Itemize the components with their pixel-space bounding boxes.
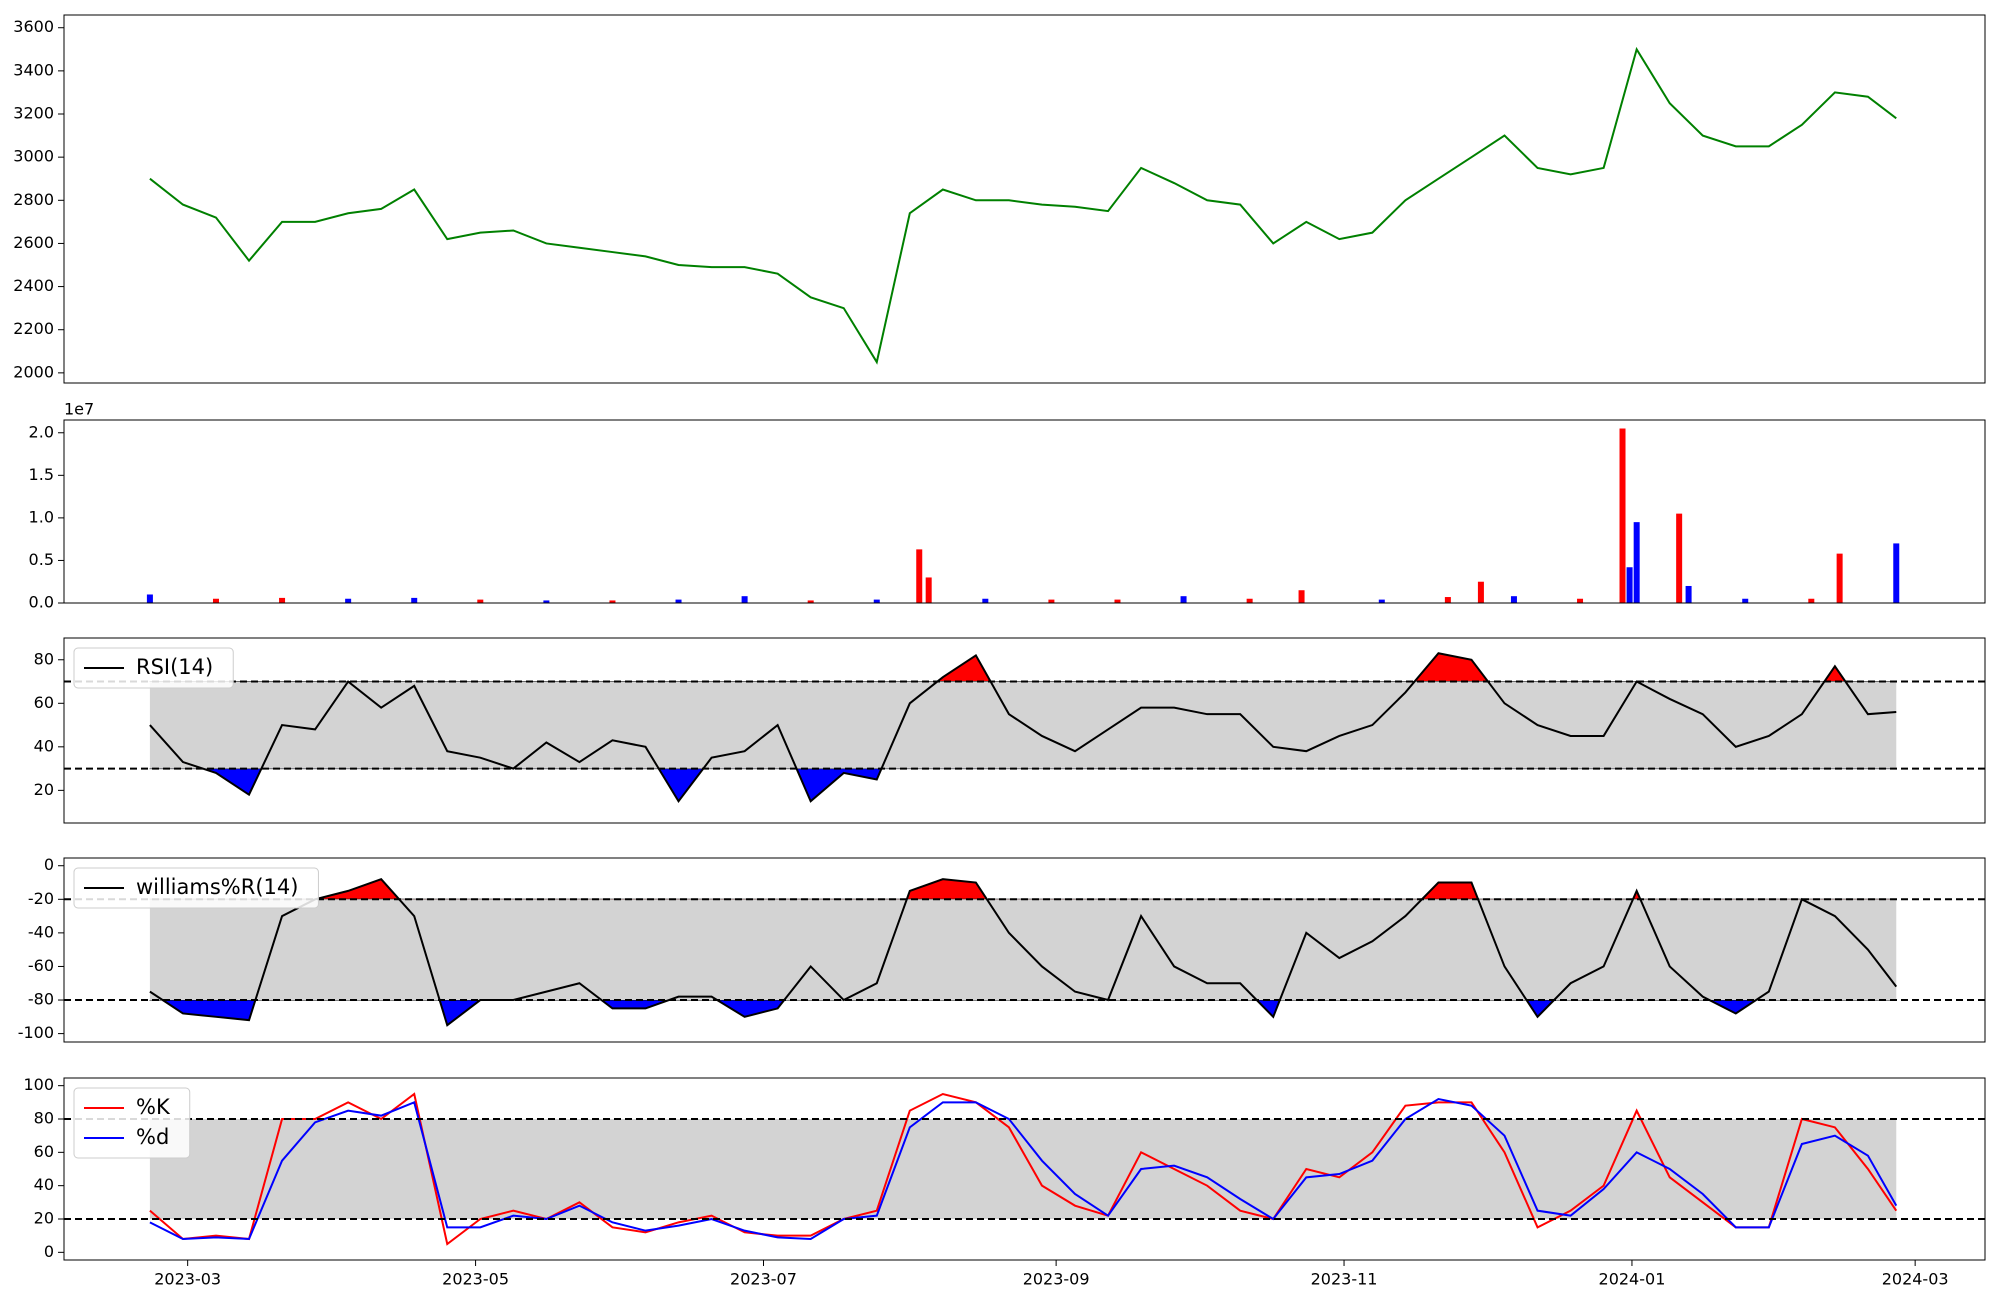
y-tick-label: 0: [44, 1242, 54, 1261]
volume-bar: [146, 594, 153, 603]
panel: 2000 2200 2400 2600 2800 3000 3200 3400 3600: [13, 14, 1986, 384]
y-tick-label: 3000: [13, 147, 54, 166]
volume-bar: [477, 599, 484, 603]
volume-bar: [1298, 590, 1305, 603]
y-tick-label: 80: [34, 1109, 54, 1128]
x-tick-label: 2023-03: [154, 1270, 221, 1289]
legend-label: %K: [136, 1095, 171, 1119]
volume-bar: [1685, 585, 1692, 603]
volume-bar: [1444, 597, 1451, 603]
panel: 0 20 40 60 80 100 2023-03 2023-05 2023-07 2023-09…: [23, 1075, 1986, 1289]
volume-bar: [1378, 599, 1385, 603]
x-tick-label: 2023-11: [1311, 1270, 1378, 1289]
volume-bar: [807, 600, 814, 603]
series-line: [149, 877, 1898, 1027]
axes-frame: [63, 637, 1986, 824]
axes-frame: [63, 857, 1986, 1043]
legend-label: RSI(14): [136, 655, 213, 679]
y-tick-label: 0.0: [29, 593, 54, 612]
volume-bar: [609, 600, 616, 603]
y-tick-label: 2200: [13, 319, 54, 338]
volume-bar: [1477, 581, 1484, 603]
volume-bar: [1246, 598, 1253, 603]
y-tick-label: 2000: [13, 362, 54, 381]
y-tick-label: 80: [34, 649, 54, 668]
volume-bar: [1626, 567, 1633, 603]
x-tick-label: 2023-07: [730, 1270, 797, 1289]
y-tick-label: 3200: [13, 104, 54, 123]
y-tick-label: 20: [34, 1209, 54, 1228]
axes-frame: [63, 419, 1986, 604]
y-tick-label: 2400: [13, 276, 54, 295]
volume-bar: [212, 598, 219, 603]
volume-bar: [1114, 599, 1121, 603]
overbought-fill: [149, 652, 1897, 682]
x-tick-label: 2023-05: [442, 1270, 509, 1289]
volume-bar: [1836, 553, 1843, 603]
x-tick-label: 2024-01: [1599, 1270, 1666, 1289]
y-tick-label: -20: [28, 889, 54, 908]
y-tick-label: 40: [34, 736, 54, 755]
legend-box: [73, 1087, 191, 1159]
y-tick-label: 1.5: [29, 465, 54, 484]
panel: 0.0 0.5 1.0 1.5 2.0 1e7: [29, 400, 1986, 612]
y-tick-label: 0: [44, 855, 54, 874]
volume-bar: [1808, 598, 1815, 603]
neutral-band: [149, 681, 1897, 769]
y-tick-label: -60: [28, 956, 54, 975]
volume-bar: [543, 600, 550, 603]
panel: -100 -80 -60 -40 -20 0 williams%R(14): [18, 855, 1986, 1043]
volume-bar: [1893, 543, 1900, 603]
y-tick-label: 3400: [13, 60, 54, 79]
axes-frame: [63, 14, 1986, 384]
y-tick-label: 2.0: [29, 422, 54, 441]
volume-bar: [925, 577, 932, 603]
volume-bar: [1510, 596, 1517, 603]
series-line: [149, 652, 1897, 804]
y-tick-label: 3600: [13, 17, 54, 36]
volume-bar: [1619, 428, 1626, 603]
volume-bar: [1048, 599, 1055, 603]
volume-bar: [279, 597, 286, 603]
y-tick-label: -80: [28, 990, 54, 1009]
legend-box: [73, 867, 319, 909]
volume-bar: [1633, 522, 1640, 603]
series-line: [149, 46, 1897, 365]
x-tick-label: 2023-09: [1023, 1270, 1090, 1289]
legend-label: williams%R(14): [136, 875, 298, 899]
volume-bar: [741, 596, 748, 603]
neutral-band: [149, 899, 1897, 1001]
y-tick-label: 1.0: [29, 507, 54, 526]
series-line: [149, 1097, 1898, 1241]
volume-bar: [873, 599, 880, 603]
neutral-band: [149, 1119, 1897, 1219]
volume-bar: [345, 598, 352, 603]
volume-bar: [916, 549, 923, 603]
y-tick-label: 60: [34, 1142, 54, 1161]
volume-bar: [982, 598, 989, 603]
y-tick-label: 2800: [13, 190, 54, 209]
y-tick-label: 60: [34, 693, 54, 712]
y-tick-label: 2600: [13, 233, 54, 252]
volume-bar: [1742, 598, 1749, 603]
x-tick-label: 2024-03: [1882, 1270, 1949, 1289]
y-tick-label: 100: [23, 1075, 54, 1094]
axis-offset-label: 1e7: [64, 400, 94, 419]
axes-frame: [63, 1077, 1986, 1261]
y-tick-label: 40: [34, 1175, 54, 1194]
y-tick-label: -100: [18, 1023, 54, 1042]
volume-bar: [1180, 596, 1187, 603]
volume-bar: [411, 597, 418, 603]
volume-bar: [675, 599, 682, 603]
volume-bar: [1577, 598, 1584, 603]
volume-bar: [1676, 513, 1683, 603]
legend-label: %d: [136, 1125, 169, 1149]
overbought-fill: [149, 878, 1897, 900]
y-tick-label: 20: [34, 780, 54, 799]
y-tick-label: -40: [28, 922, 54, 941]
y-tick-label: 0.5: [29, 550, 54, 569]
legend-box: [73, 647, 234, 689]
panel: 20 40 60 80 RSI(14): [34, 637, 1986, 824]
